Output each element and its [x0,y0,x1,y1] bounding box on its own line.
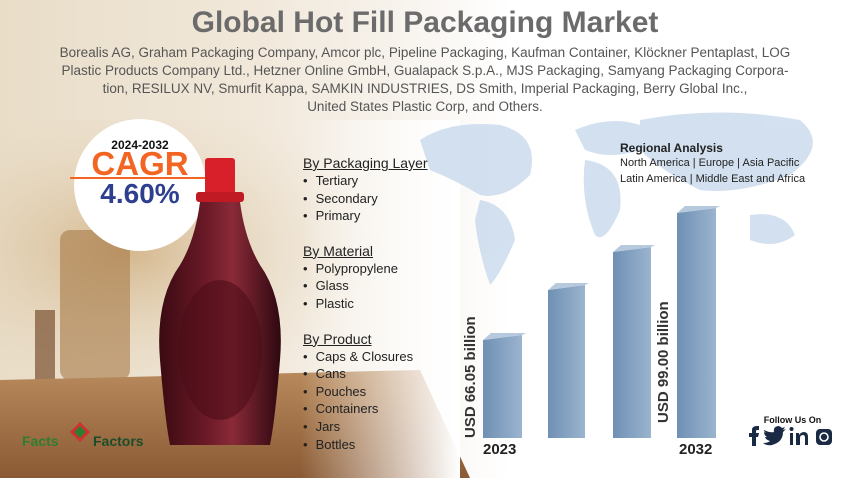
regional-title: Regional Analysis [620,141,723,155]
start-value-label: USD 66.05 billion [462,316,479,438]
segment-item: Cans [303,366,346,381]
segment-item: Containers [303,401,379,416]
title: Global Hot Fill Packaging Market [191,6,659,39]
brand-first: Facts [22,433,59,449]
segment-item: Bottles [303,437,356,452]
segment-item: Polypropylene [303,261,398,276]
regional-line: Latin America | Middle East and Africa [620,173,806,185]
segment-item: Secondary [303,191,378,206]
cagr-period: 2024-2032 [111,138,169,152]
segment-item: Glass [303,278,349,293]
end-year: 2032 [679,441,713,458]
segment-item: Pouches [303,384,367,399]
company-line: Plastic Products Company Ltd., Hetzner O… [61,63,789,78]
segment-item: Tertiary [303,173,359,188]
segment-title: By Material [303,242,374,259]
segment-title: By Product [303,330,372,347]
cagr-value: 4.60% [100,178,180,209]
cagr-label: CAGR [91,145,189,182]
segment-item: Jars [303,419,341,434]
brand-second: Factors [93,433,144,449]
segment-item: Plastic [303,296,354,311]
end-value-label: USD 99.00 billion [655,301,672,423]
company-line: tion, RESILUX NV, Smurfit Kappa, SAMKIN … [102,81,748,96]
regional-line: North America | Europe | Asia Pacific [620,157,800,169]
company-line: United States Plastic Corp, and Others. [307,99,543,114]
start-year: 2023 [483,441,517,458]
segment-title: By Packaging Layer [303,155,428,171]
follow-label: Follow Us On [763,415,822,425]
company-line: Borealis AG, Graham Packaging Company, A… [59,45,791,60]
segment-item: Primary [303,208,361,223]
companies: Borealis AG, Graham Packaging Company, A… [20,44,830,116]
segment-item: Caps & Closures [303,349,414,364]
